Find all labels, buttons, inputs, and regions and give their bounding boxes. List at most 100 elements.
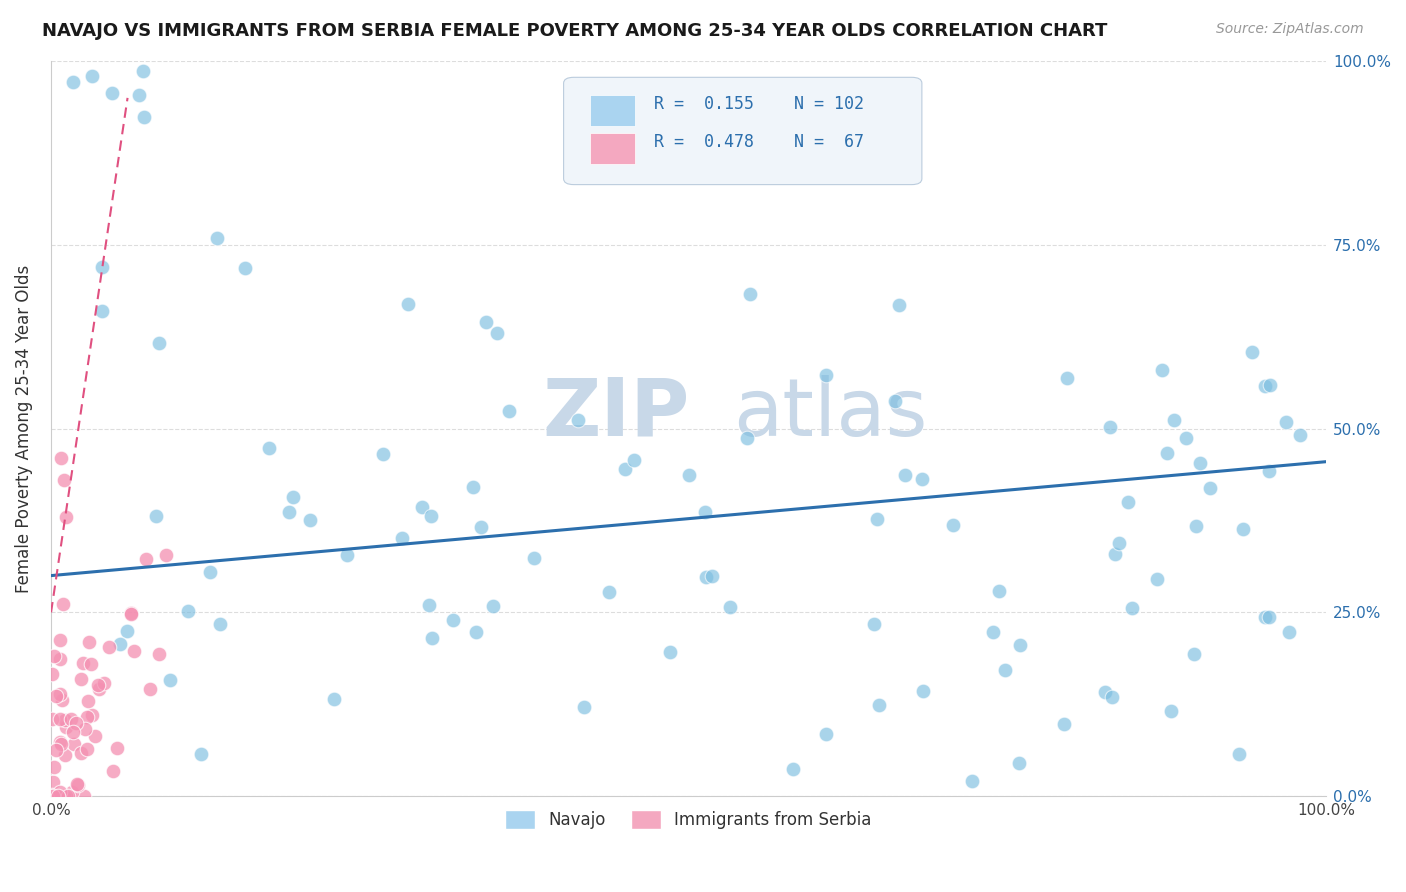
Point xyxy=(1094,685,1116,699)
Point xyxy=(101,86,124,100)
Point xyxy=(257,442,280,456)
Point xyxy=(200,565,222,579)
Point xyxy=(942,517,965,532)
Point xyxy=(44,648,66,663)
Point xyxy=(911,472,934,486)
Text: atlas: atlas xyxy=(733,375,928,453)
Point xyxy=(420,509,443,524)
Point xyxy=(91,304,114,318)
Legend: Navajo, Immigrants from Serbia: Navajo, Immigrants from Serbia xyxy=(499,803,879,836)
Point xyxy=(1056,371,1078,385)
Point xyxy=(391,531,413,545)
Point xyxy=(76,742,98,756)
Point xyxy=(98,640,121,654)
Point xyxy=(1101,690,1123,705)
Point xyxy=(695,570,717,584)
Point xyxy=(498,404,520,418)
Point xyxy=(69,746,91,760)
Point xyxy=(75,722,97,736)
FancyBboxPatch shape xyxy=(564,78,922,185)
Point xyxy=(988,584,1011,599)
Point xyxy=(738,287,761,301)
Point xyxy=(77,635,100,649)
Point xyxy=(481,599,503,614)
Point xyxy=(139,682,162,697)
Point xyxy=(371,447,394,461)
Point xyxy=(55,789,77,803)
Point xyxy=(49,633,72,648)
Point xyxy=(1163,412,1185,426)
Point xyxy=(718,600,741,615)
Point xyxy=(49,712,72,726)
Point xyxy=(51,450,73,465)
Point xyxy=(41,712,63,726)
Point xyxy=(80,708,103,723)
Point xyxy=(42,789,65,803)
Point xyxy=(77,693,100,707)
Point xyxy=(567,413,589,427)
Point xyxy=(1182,647,1205,661)
Text: ZIP: ZIP xyxy=(541,375,689,453)
Point xyxy=(76,710,98,724)
Point xyxy=(52,789,75,803)
Point xyxy=(42,789,65,803)
Point xyxy=(994,664,1017,678)
Point xyxy=(1254,378,1277,392)
Point xyxy=(128,88,150,103)
Point xyxy=(72,656,94,670)
Point xyxy=(148,647,170,661)
Point xyxy=(1198,481,1220,495)
Point xyxy=(73,789,96,803)
Point xyxy=(205,230,228,244)
Point xyxy=(65,716,87,731)
Point xyxy=(45,789,67,803)
Point xyxy=(148,335,170,350)
Point xyxy=(80,657,103,672)
Point xyxy=(418,598,440,612)
Point xyxy=(59,789,82,803)
Point xyxy=(42,775,65,789)
Point xyxy=(55,509,77,524)
Point xyxy=(60,785,83,799)
Text: R =  0.155    N = 102: R = 0.155 N = 102 xyxy=(654,95,865,113)
Point xyxy=(1099,420,1122,434)
Point xyxy=(693,505,716,519)
Point xyxy=(41,667,63,681)
Point xyxy=(862,616,884,631)
Point xyxy=(41,789,63,803)
Point xyxy=(117,624,139,638)
Point xyxy=(145,509,167,524)
Point xyxy=(396,296,419,310)
Point xyxy=(42,789,65,803)
Point xyxy=(122,643,145,657)
Point xyxy=(1275,416,1298,430)
Point xyxy=(299,513,322,527)
Point xyxy=(420,631,443,645)
Point xyxy=(911,683,934,698)
Point xyxy=(52,597,75,611)
Point xyxy=(894,468,917,483)
Point xyxy=(782,762,804,776)
Point xyxy=(132,63,155,78)
Point xyxy=(62,75,84,89)
Point xyxy=(120,607,142,622)
Point xyxy=(1278,625,1301,640)
Point xyxy=(441,614,464,628)
Point xyxy=(1053,717,1076,731)
Point xyxy=(1118,495,1140,509)
Point xyxy=(135,552,157,566)
Point xyxy=(108,637,131,651)
Point xyxy=(176,604,198,618)
Point xyxy=(866,512,889,526)
Point xyxy=(132,110,155,124)
Point xyxy=(678,468,700,483)
Point xyxy=(336,548,359,562)
Text: Source: ZipAtlas.com: Source: ZipAtlas.com xyxy=(1216,22,1364,37)
Point xyxy=(62,724,84,739)
Point xyxy=(1108,536,1130,550)
Point xyxy=(93,676,115,690)
Point xyxy=(1227,747,1250,761)
Point xyxy=(1008,756,1031,770)
Point xyxy=(101,764,124,779)
Y-axis label: Female Poverty Among 25-34 Year Olds: Female Poverty Among 25-34 Year Olds xyxy=(15,265,32,593)
